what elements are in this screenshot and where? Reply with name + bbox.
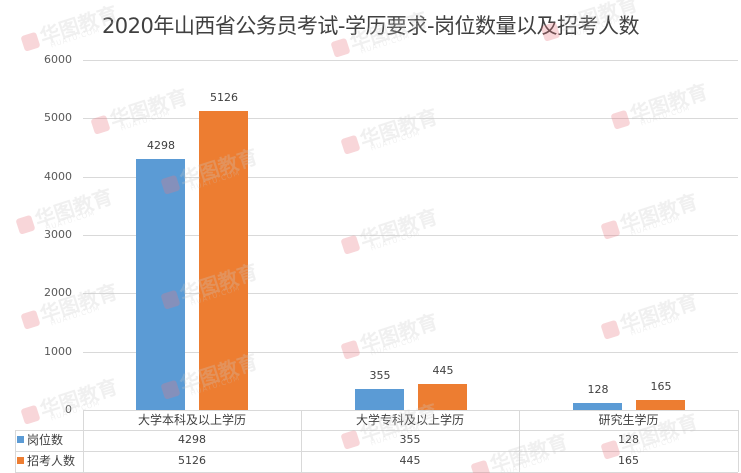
legend-swatch-icon — [17, 436, 24, 443]
data-label: 445 — [432, 364, 454, 378]
legend-item-applicants[interactable]: 招考人数 — [17, 451, 85, 471]
gridline — [83, 177, 738, 178]
table-col-divider — [301, 410, 302, 472]
gridline — [83, 60, 738, 61]
data-label: 128 — [587, 382, 609, 396]
gridline — [83, 352, 738, 353]
y-tick-label: 2000 — [44, 286, 72, 300]
bar-positions[interactable] — [136, 159, 185, 410]
bar-positions[interactable] — [573, 402, 622, 410]
bar-applicants[interactable] — [636, 400, 685, 410]
watermark-logo-icon — [20, 309, 41, 330]
y-tick-label: 5000 — [44, 111, 72, 125]
table-col-divider — [519, 410, 520, 472]
data-label: 165 — [650, 380, 672, 394]
data-label: 355 — [369, 369, 391, 383]
gridline — [83, 235, 738, 236]
table-row-divider — [15, 451, 738, 452]
table-col-divider — [738, 410, 739, 472]
table-cell: 355 — [399, 433, 421, 446]
table-category-header: 大学专科及以上学历 — [355, 413, 464, 427]
y-tick-label: 4000 — [44, 169, 72, 183]
table-category-header: 大学本科及以上学历 — [137, 413, 246, 427]
bar-positions[interactable] — [355, 389, 404, 410]
data-label: 5126 — [210, 90, 238, 104]
table-cell: 4298 — [178, 433, 206, 446]
bar-applicants[interactable] — [199, 110, 248, 410]
table-col-divider — [83, 410, 84, 472]
legend-label: 招考人数 — [27, 454, 76, 468]
table-col-divider — [15, 430, 16, 472]
legend-label: 岗位数 — [27, 433, 64, 447]
table-row-divider — [15, 430, 738, 431]
gridline — [83, 293, 738, 294]
y-tick-label: 3000 — [44, 228, 72, 241]
y-tick-label: 6000 — [44, 53, 72, 66]
y-tick-label: 0 — [65, 403, 72, 416]
watermark-logo-icon — [330, 37, 351, 58]
legend-item-positions[interactable]: 岗位数 — [17, 430, 85, 450]
chart-title: 2020年山西省公务员考试-学历要求-岗位数量以及招考人数 — [101, 14, 640, 38]
plot-area: 4298 355 128 5126 445 165 — [83, 60, 738, 410]
bar-applicants[interactable] — [418, 384, 467, 410]
table-cell: 445 — [399, 454, 421, 467]
data-label: 4298 — [147, 139, 175, 153]
table-row-divider — [83, 410, 738, 411]
table-cell: 165 — [618, 454, 639, 467]
gridline — [83, 118, 738, 119]
table-cell: 128 — [618, 433, 639, 446]
y-tick-label: 1000 — [44, 344, 72, 358]
legend-swatch-icon — [17, 457, 24, 464]
table-category-header: 研究生学历 — [598, 413, 659, 427]
table-cell: 5126 — [178, 454, 206, 467]
